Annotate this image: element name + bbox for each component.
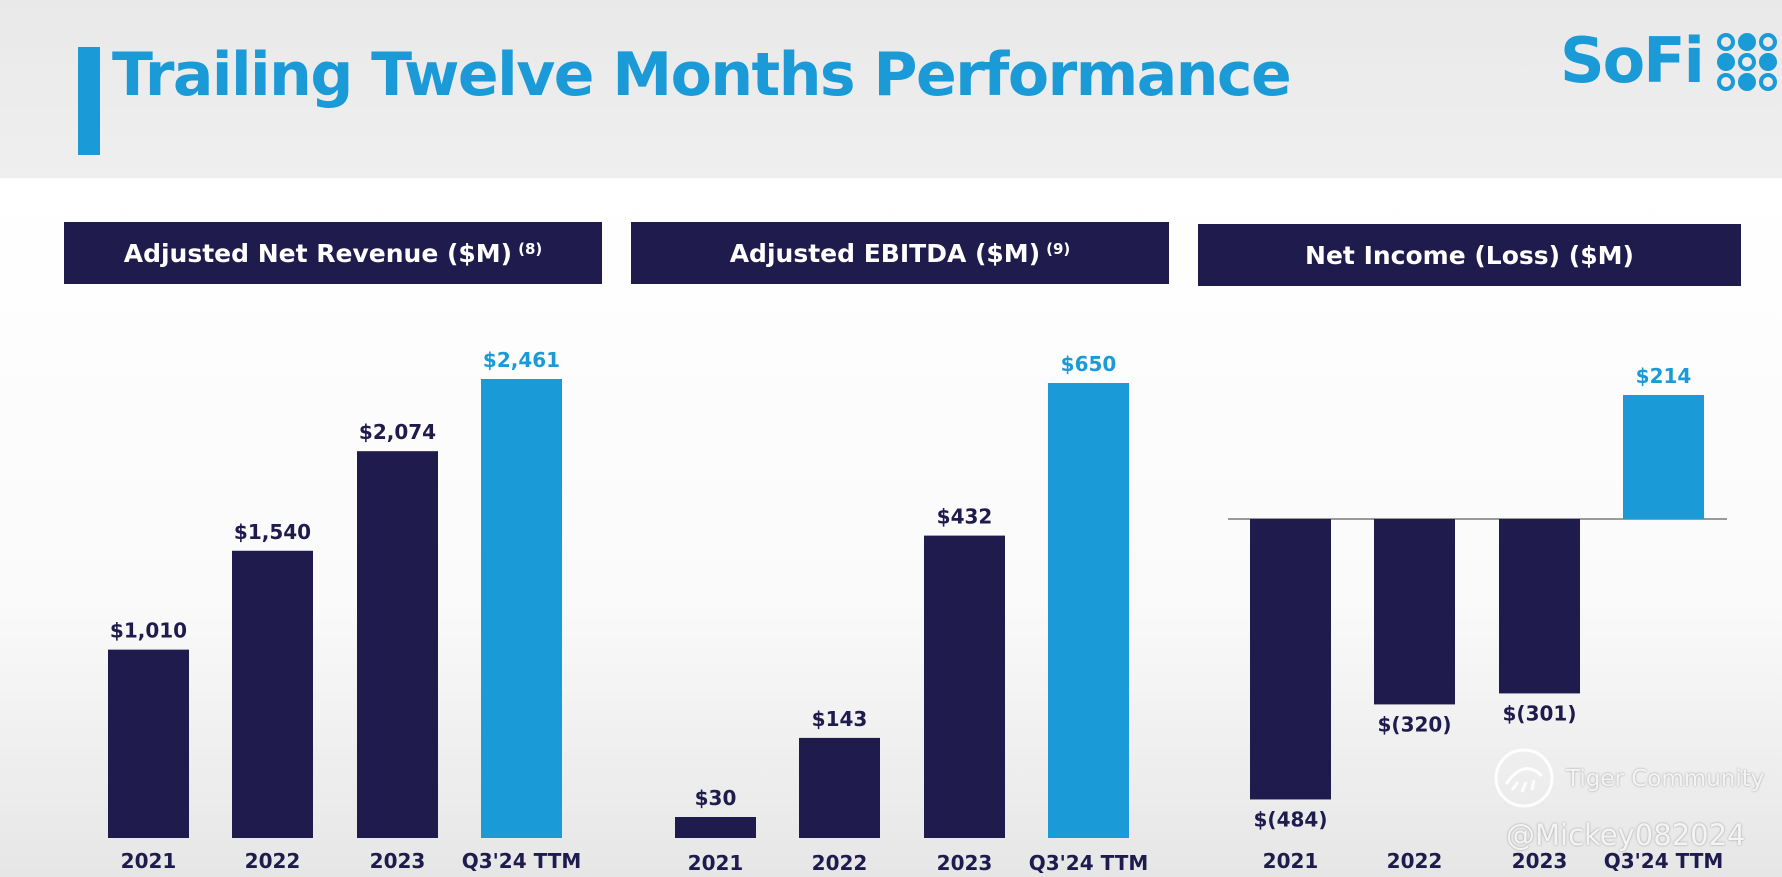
watermark: Tiger Community @Mickey082024 bbox=[1492, 746, 1782, 856]
bar-ebitda-2 bbox=[924, 535, 1005, 838]
category-label-ebitda-1: 2022 bbox=[812, 851, 868, 875]
panel-title-ebitda: Adjusted EBITDA ($M) bbox=[729, 238, 1041, 268]
panel-header-ebitda: Adjusted EBITDA ($M) (9) bbox=[631, 222, 1169, 284]
sofi-logo: SoFi bbox=[1560, 24, 1777, 98]
bar-net-income-2 bbox=[1499, 519, 1580, 694]
category-label-revenue-2: 2023 bbox=[370, 849, 426, 873]
category-label-ebitda-0: 2021 bbox=[688, 851, 744, 875]
value-label-ebitda-2: $432 bbox=[937, 505, 993, 529]
panel-header-revenue: Adjusted Net Revenue ($M) (8) bbox=[64, 222, 602, 284]
bar-ebitda-0 bbox=[675, 817, 756, 838]
panel-title-revenue: Adjusted Net Revenue ($M) bbox=[123, 238, 513, 268]
footnote-revenue: (8) bbox=[518, 240, 543, 258]
panel-header-net-income: Net Income (Loss) ($M) bbox=[1198, 224, 1741, 286]
value-label-revenue-1: $1,540 bbox=[234, 520, 311, 544]
bar-revenue-0 bbox=[108, 649, 189, 838]
value-label-ebitda-1: $143 bbox=[812, 707, 868, 731]
category-label-net-income-3: Q3'24 TTM bbox=[1604, 849, 1723, 873]
value-label-revenue-3: $2,461 bbox=[483, 348, 560, 372]
category-label-revenue-3: Q3'24 TTM bbox=[462, 849, 581, 873]
watermark-community: Tiger Community bbox=[1566, 766, 1765, 792]
category-label-revenue-0: 2021 bbox=[121, 849, 177, 873]
footnote-ebitda: (9) bbox=[1046, 240, 1071, 258]
watermark-handle: @Mickey082024 bbox=[1506, 818, 1746, 852]
bar-ebitda-3 bbox=[1048, 383, 1129, 838]
value-label-net-income-1: $(320) bbox=[1378, 712, 1452, 736]
value-label-ebitda-0: $30 bbox=[695, 786, 737, 810]
value-label-ebitda-3: $650 bbox=[1061, 352, 1117, 376]
tiger-community-icon bbox=[1494, 748, 1554, 808]
category-label-net-income-2: 2023 bbox=[1512, 849, 1568, 873]
value-label-net-income-0: $(484) bbox=[1254, 807, 1328, 831]
bar-net-income-1 bbox=[1374, 519, 1455, 705]
bar-net-income-0 bbox=[1250, 519, 1331, 800]
logo-text: SoFi bbox=[1560, 24, 1705, 97]
value-label-net-income-2: $(301) bbox=[1503, 701, 1577, 725]
page-title: Trailing Twelve Months Performance bbox=[112, 40, 1292, 110]
title-accent-bar bbox=[78, 47, 100, 155]
panel-title-net-income: Net Income (Loss) ($M) bbox=[1305, 240, 1634, 270]
value-label-net-income-3: $214 bbox=[1636, 364, 1692, 388]
category-label-ebitda-2: 2023 bbox=[937, 851, 993, 875]
slide-header: Trailing Twelve Months Performance SoFi bbox=[0, 0, 1782, 178]
bar-ebitda-1 bbox=[799, 737, 880, 838]
value-label-revenue-2: $2,074 bbox=[359, 420, 436, 444]
category-label-ebitda-3: Q3'24 TTM bbox=[1029, 851, 1148, 875]
bar-revenue-2 bbox=[357, 451, 438, 838]
value-label-revenue-0: $1,010 bbox=[110, 619, 187, 643]
bar-revenue-3 bbox=[481, 379, 562, 838]
logo-dots-icon bbox=[1717, 33, 1777, 91]
bar-revenue-1 bbox=[232, 550, 313, 838]
category-label-net-income-0: 2021 bbox=[1263, 849, 1319, 873]
category-label-net-income-1: 2022 bbox=[1387, 849, 1443, 873]
bar-net-income-3 bbox=[1623, 395, 1704, 519]
category-label-revenue-1: 2022 bbox=[245, 849, 301, 873]
